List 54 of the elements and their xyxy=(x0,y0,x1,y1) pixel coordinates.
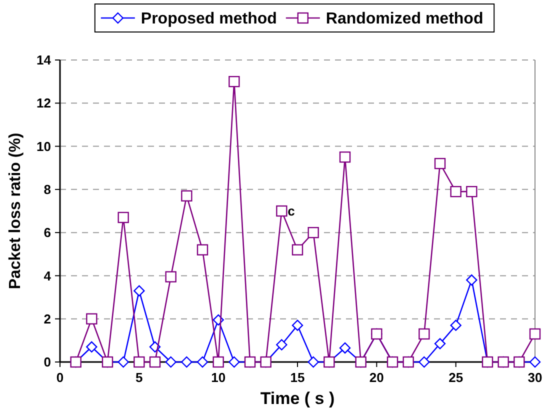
point xyxy=(276,205,288,217)
x-tick-label: 20 xyxy=(369,370,384,385)
point xyxy=(450,320,462,331)
point xyxy=(165,356,176,368)
point xyxy=(434,158,446,170)
point xyxy=(134,285,145,296)
point xyxy=(196,244,208,256)
point xyxy=(276,339,288,350)
y-tick-label: 14 xyxy=(36,52,52,68)
point xyxy=(86,341,98,352)
point xyxy=(181,190,192,202)
point xyxy=(228,356,240,368)
point xyxy=(308,356,319,368)
x-tick-label: 15 xyxy=(290,370,305,385)
point xyxy=(418,328,430,340)
y-tick-label: 0 xyxy=(44,354,51,370)
x-tick-label: 0 xyxy=(56,370,64,385)
point xyxy=(149,356,161,368)
point xyxy=(339,342,351,354)
x-tick-label: 5 xyxy=(136,370,143,385)
legend-label: Proposed method xyxy=(140,10,277,28)
y-tick-label: 4 xyxy=(44,268,52,284)
point xyxy=(118,212,129,224)
point xyxy=(228,76,240,88)
y-tick-label: 2 xyxy=(44,311,51,326)
point xyxy=(165,271,176,282)
x-tick-label: 30 xyxy=(528,370,542,385)
point xyxy=(466,274,478,286)
point xyxy=(450,186,462,198)
point xyxy=(339,151,351,163)
point xyxy=(86,313,98,324)
point xyxy=(181,356,192,368)
point xyxy=(418,356,430,368)
point xyxy=(434,338,446,350)
y-tick-label: 12 xyxy=(36,96,51,111)
x-tick-label: 25 xyxy=(448,370,464,385)
point xyxy=(118,356,129,368)
annotation: c xyxy=(288,204,295,219)
point xyxy=(529,328,541,340)
y-axis-title: Packet loss ratio (%) xyxy=(7,132,24,290)
point xyxy=(196,356,208,368)
legend-label: Randomized method xyxy=(326,10,484,28)
point xyxy=(134,356,145,368)
y-tick-label: 6 xyxy=(44,225,51,240)
x-axis-title: Time ( s ) xyxy=(260,389,335,408)
y-tick-label: 8 xyxy=(44,182,51,197)
point xyxy=(292,320,304,331)
point xyxy=(308,226,319,238)
point xyxy=(529,356,541,368)
point xyxy=(292,244,304,256)
point xyxy=(212,356,224,368)
point xyxy=(466,186,478,198)
y-tick-label: 10 xyxy=(36,138,51,154)
x-tick-label: 10 xyxy=(211,370,226,385)
